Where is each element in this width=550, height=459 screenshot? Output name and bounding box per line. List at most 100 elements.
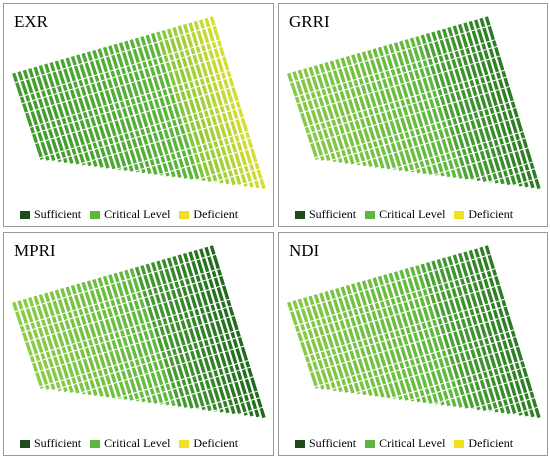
legend-item-critical: Critical Level bbox=[90, 436, 170, 451]
field-row bbox=[129, 268, 176, 407]
legend-item-deficient: Deficient bbox=[454, 436, 513, 451]
field-row bbox=[345, 55, 385, 169]
field-row bbox=[17, 71, 50, 161]
field-row bbox=[172, 26, 224, 184]
field-row bbox=[335, 58, 373, 168]
field-row bbox=[399, 40, 445, 177]
field-row bbox=[409, 37, 457, 179]
field-row bbox=[134, 37, 182, 179]
legend-swatch bbox=[179, 439, 190, 448]
legend-label: Deficient bbox=[468, 436, 514, 450]
legend-swatch bbox=[295, 439, 305, 448]
field-row bbox=[415, 265, 463, 408]
field-row bbox=[388, 43, 433, 175]
field-row bbox=[441, 28, 493, 183]
field-row bbox=[204, 246, 260, 418]
legend-item-critical: Critical Level bbox=[365, 436, 445, 451]
legend-item-sufficient: Sufficient bbox=[20, 207, 81, 222]
field-row bbox=[484, 16, 541, 190]
field-row bbox=[308, 295, 343, 393]
field-row bbox=[436, 29, 487, 183]
field-row bbox=[38, 294, 74, 393]
field-row bbox=[324, 62, 361, 166]
field-row bbox=[76, 54, 116, 170]
field-row bbox=[340, 57, 379, 168]
legend-swatch bbox=[454, 439, 465, 448]
field-row bbox=[340, 286, 379, 397]
field-row bbox=[209, 245, 266, 419]
field-row bbox=[420, 263, 469, 409]
field-row bbox=[393, 271, 439, 405]
field-row bbox=[124, 269, 170, 406]
field-row bbox=[70, 284, 110, 398]
field-row bbox=[329, 60, 367, 167]
field-row bbox=[102, 275, 146, 403]
field-row bbox=[161, 258, 212, 412]
field-row bbox=[303, 68, 337, 163]
field-row bbox=[97, 48, 140, 173]
field-row bbox=[351, 283, 391, 399]
field-row bbox=[70, 55, 110, 169]
field-map bbox=[12, 16, 266, 190]
field-row bbox=[431, 31, 481, 182]
field-row bbox=[22, 69, 56, 162]
field-row bbox=[177, 254, 230, 414]
field-row bbox=[86, 51, 128, 171]
field-row bbox=[44, 63, 80, 165]
field-row bbox=[150, 262, 200, 410]
field-row bbox=[367, 278, 409, 401]
field-row bbox=[468, 20, 523, 187]
field-row bbox=[60, 58, 98, 168]
field-row bbox=[118, 271, 164, 405]
panel-exr: EXR Sufficient Critical Level Deficient bbox=[3, 3, 274, 227]
field-row bbox=[12, 301, 44, 389]
panel-grri: GRRI Sufficient Critical Level Deficient bbox=[278, 3, 548, 227]
field-row bbox=[463, 251, 517, 415]
legend-item-deficient: Deficient bbox=[179, 207, 238, 222]
field-row bbox=[356, 281, 397, 400]
field-row bbox=[172, 255, 224, 413]
field-row bbox=[367, 49, 409, 172]
field-row bbox=[140, 36, 188, 179]
legend-label: Sufficient bbox=[309, 207, 357, 221]
field-row bbox=[447, 26, 499, 184]
field-row bbox=[22, 298, 56, 391]
field-row bbox=[65, 286, 104, 397]
field-row bbox=[431, 260, 481, 411]
field-row bbox=[447, 255, 499, 413]
field-row bbox=[113, 272, 158, 404]
field-row bbox=[452, 254, 505, 414]
field-row bbox=[209, 16, 266, 190]
legend-label: Deficient bbox=[193, 207, 239, 221]
field-row bbox=[415, 36, 463, 179]
field-row bbox=[204, 17, 260, 189]
field-row bbox=[44, 292, 80, 394]
legend-swatch bbox=[20, 439, 30, 448]
panel-title: MPRI bbox=[14, 241, 56, 260]
field-row bbox=[129, 39, 176, 178]
legend-swatch bbox=[20, 210, 30, 219]
legend-label: Critical Level bbox=[104, 436, 171, 450]
legend-item-critical: Critical Level bbox=[90, 207, 170, 222]
field-row bbox=[188, 251, 242, 415]
field-row bbox=[393, 42, 439, 176]
field-row bbox=[188, 22, 242, 186]
field-row bbox=[313, 294, 349, 393]
field-row bbox=[81, 52, 122, 171]
field-row bbox=[319, 292, 355, 394]
legend-swatch bbox=[90, 439, 101, 448]
legend-swatch bbox=[179, 210, 190, 219]
field-row bbox=[193, 20, 248, 187]
field-row bbox=[199, 248, 254, 417]
field-row bbox=[383, 274, 427, 404]
field-row bbox=[319, 63, 355, 165]
field-row bbox=[182, 252, 236, 415]
field-row bbox=[479, 17, 535, 189]
field-row bbox=[166, 28, 218, 183]
field-row bbox=[161, 29, 212, 183]
legend-item-sufficient: Sufficient bbox=[295, 436, 356, 451]
field-row bbox=[457, 252, 511, 415]
field-row bbox=[287, 301, 319, 389]
field-row bbox=[361, 51, 403, 171]
field-map bbox=[12, 245, 266, 419]
